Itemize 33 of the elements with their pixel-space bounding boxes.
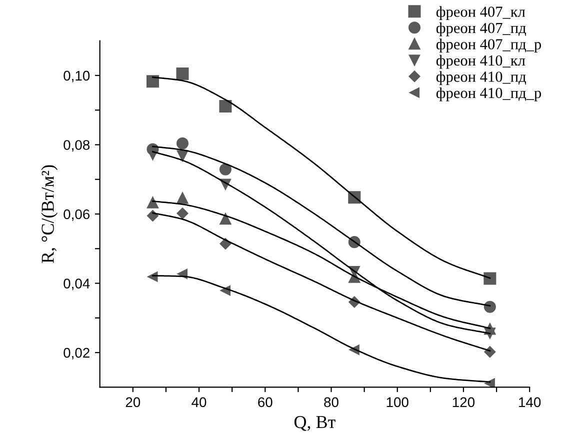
point (219, 163, 232, 176)
x-tick-label: 40 (192, 397, 206, 408)
x-axis-title: Q, Вт (294, 416, 336, 431)
point (484, 300, 496, 313)
point (176, 137, 189, 150)
y-axis-title: R, °C/(Вт/м²) (41, 165, 58, 264)
point (176, 208, 188, 220)
point (146, 196, 159, 208)
x-tick-label: 100 (386, 397, 408, 408)
point (176, 67, 189, 80)
point (484, 378, 495, 388)
legend-label: фреон 407_кл (436, 6, 526, 20)
point (176, 192, 188, 204)
point (220, 213, 232, 225)
y-tick-label: 0,08 (64, 140, 90, 152)
x-tick-label: 140 (519, 397, 541, 408)
y-tick-label: 0,10 (64, 70, 90, 82)
point (146, 75, 159, 88)
legend-label: фреон 407_пд (436, 22, 526, 36)
legend-label: фреон 410_пд (436, 71, 526, 85)
point (484, 272, 496, 285)
y-tick-label: 0,06 (64, 209, 90, 221)
legend-label: фреон 410_кл (436, 54, 526, 69)
point (219, 100, 232, 113)
x-tick-label: 120 (452, 397, 475, 408)
x-tick-label: 80 (324, 397, 338, 408)
y-tick-label: 0,04 (64, 278, 90, 290)
x-tick-label: 20 (126, 397, 140, 408)
legend-label: фреон 407_пд_р (436, 38, 542, 53)
y-tick-label: 0,02 (64, 348, 90, 360)
x-tick-label: 60 (258, 397, 272, 408)
legend-label: фреон 410_пд_р (436, 87, 542, 102)
point (147, 210, 158, 222)
